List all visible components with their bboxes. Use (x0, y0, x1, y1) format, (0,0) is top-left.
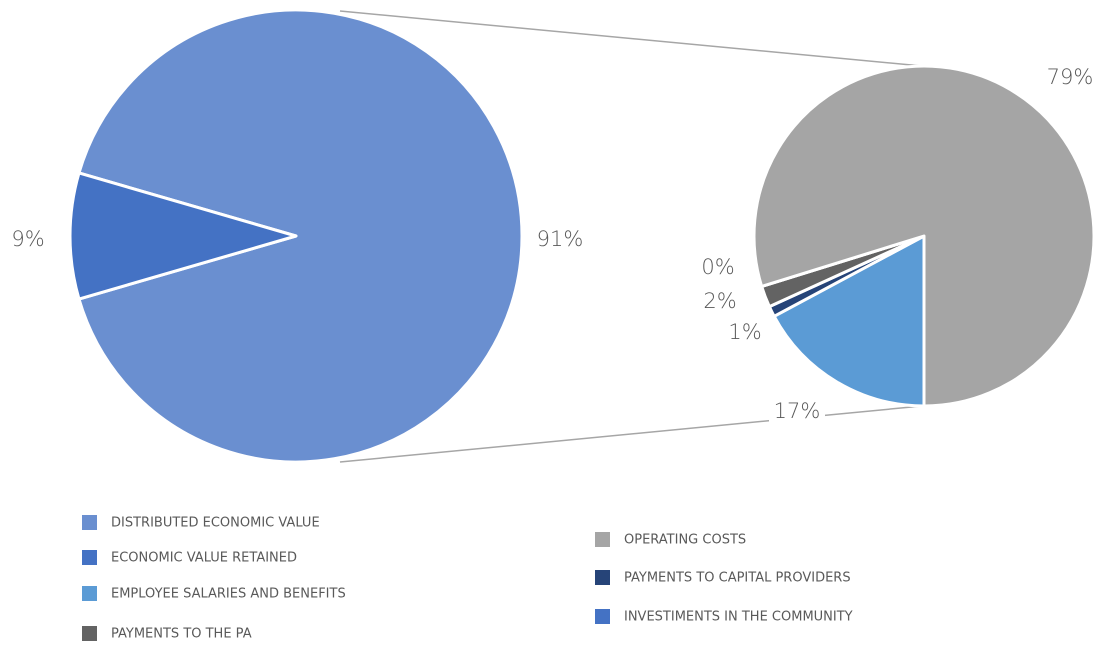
data-label: 79% (1047, 65, 1094, 89)
legend-label: DISTRIBUTED ECONOMIC VALUE (111, 516, 320, 531)
data-label: 2% (703, 289, 736, 313)
legend-swatch (595, 532, 610, 547)
legend-label: PAYMENTS TO THE PA (111, 627, 252, 642)
legend-label: EMPLOYEE SALARIES AND BENEFITS (111, 587, 346, 602)
legend-swatch (595, 570, 610, 585)
pies (68, 8, 1096, 464)
data-label: 17% (774, 399, 821, 423)
data-label: 0% (701, 255, 734, 279)
pie-slice (752, 64, 1096, 408)
legend: DISTRIBUTED ECONOMIC VALUE ECONOMIC VALUE… (82, 515, 853, 642)
data-label: 91% (537, 227, 584, 251)
legend-swatch (595, 609, 610, 624)
data-label: 9% (11, 227, 44, 251)
legend-label: OPERATING COSTS (624, 533, 746, 548)
legend-label: ECONOMIC VALUE RETAINED (111, 551, 297, 566)
label-background (769, 398, 825, 426)
legend-swatch (82, 586, 97, 601)
legend-label: INVESTIMENTS IN THE COMMUNITY (624, 610, 853, 625)
legend-swatch (82, 626, 97, 641)
labels: 91% 9% 17% 1% 2% 0% 79% (11, 65, 1093, 426)
pie-slice (77, 8, 524, 464)
legend-swatch (82, 550, 97, 565)
data-label: 1% (728, 320, 761, 344)
legend-swatch (82, 515, 97, 530)
legend-label: PAYMENTS TO CAPITAL PROVIDERS (624, 571, 851, 586)
connector-line (339, 10, 923, 67)
pie-slice (772, 234, 926, 408)
pie-slice (68, 171, 298, 301)
